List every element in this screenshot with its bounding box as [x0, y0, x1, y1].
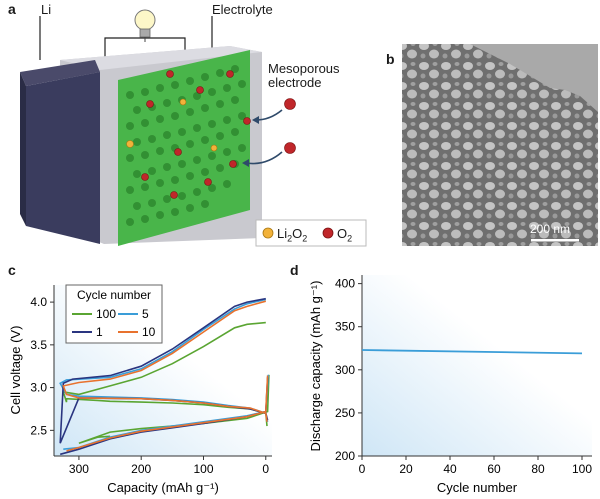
x-tick-label-c: 0	[262, 462, 269, 476]
panel-b-letter: b	[386, 51, 395, 67]
tem-micrograph	[402, 44, 598, 246]
panel-a-letter: a	[8, 1, 16, 17]
x-tick-label-d: 80	[531, 462, 545, 476]
x-tick-label-d: 60	[487, 462, 501, 476]
x-tick-label-c: 100	[193, 462, 213, 476]
panel-c-letter: c	[8, 262, 16, 278]
series-10-charge	[62, 300, 268, 422]
y-tick-label-d: 250	[335, 406, 355, 420]
series-100-charge	[62, 321, 268, 427]
chart-d-ylabel: Discharge capacity (mAh g⁻¹)	[308, 281, 323, 452]
y-tick-label-c: 3.0	[30, 381, 47, 395]
scale-bar	[531, 239, 579, 242]
y-tick-label-c: 2.5	[30, 423, 47, 437]
li-label: Li	[41, 2, 52, 17]
y-tick-label-d: 400	[335, 277, 355, 291]
y-tick-label-d: 300	[335, 363, 355, 377]
electrode-label-line2: electrode	[268, 75, 322, 90]
legend-title-c: Cycle number	[77, 288, 151, 302]
legend-li2o2: Li2O2	[277, 226, 308, 244]
panel-d-letter: d	[290, 262, 299, 278]
plot-area-d	[362, 275, 592, 456]
legend-label-100: 100	[96, 307, 116, 321]
battery-illustration	[20, 9, 367, 247]
discharge-capacity-line	[361, 349, 583, 355]
x-tick-label-c: 200	[131, 462, 151, 476]
o2-marker	[322, 227, 334, 239]
mesoporous-electrode	[118, 50, 250, 246]
chart-d-xlabel: Cycle number	[437, 480, 518, 495]
lightbulb-icon	[134, 9, 156, 42]
y-tick-label-d: 200	[335, 449, 355, 463]
series-100-discharge	[78, 374, 270, 444]
li2o2-marker	[262, 227, 274, 239]
legend-label-10: 10	[142, 325, 156, 339]
x-tick-label-c: 300	[69, 462, 89, 476]
legend-label-5: 5	[142, 307, 149, 321]
x-tick-label-d: 0	[359, 462, 366, 476]
y-tick-label-c: 4.0	[30, 295, 47, 309]
electrolyte-label: Electrolyte	[212, 2, 273, 17]
legend-label-1: 1	[96, 325, 103, 339]
chart-c-ylabel: Cell voltage (V)	[8, 326, 23, 415]
x-tick-label-d: 20	[399, 462, 413, 476]
legend-o2: O2	[337, 226, 353, 244]
x-tick-label-d: 100	[572, 462, 592, 476]
scale-bar-label: 200 nm	[530, 222, 571, 236]
chart-c-xlabel: Capacity (mAh g⁻¹)	[107, 480, 219, 495]
y-tick-label-d: 350	[335, 320, 355, 334]
x-tick-label-d: 40	[443, 462, 457, 476]
series-10-discharge	[66, 375, 269, 452]
electrode-label-line1: Mesoporous	[268, 61, 340, 76]
y-tick-label-c: 3.5	[30, 338, 47, 352]
